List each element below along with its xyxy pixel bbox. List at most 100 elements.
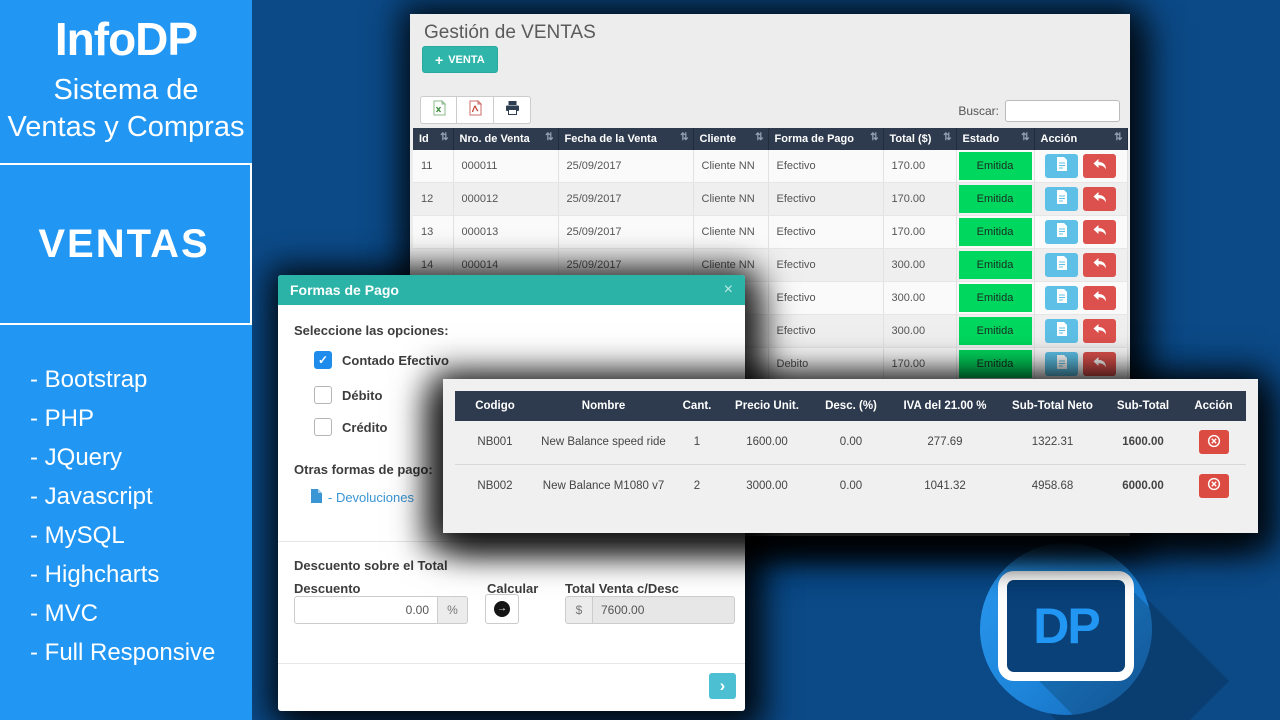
option-contado-efectivo: ✓ Contado Efectivo	[314, 351, 449, 369]
sale-estado-cell: Emitida	[956, 314, 1035, 348]
return-button[interactable]	[1083, 187, 1117, 212]
col-header-forma[interactable]: Forma de Pago ⇅	[768, 128, 884, 150]
col-header-cant: Cant.	[672, 391, 722, 421]
reply-arrow-icon	[1092, 191, 1107, 207]
sale-forma-cell: Efectivo	[768, 248, 884, 282]
page-title: Gestión de VENTAS	[424, 22, 596, 43]
search-input[interactable]	[1005, 100, 1120, 122]
item-subtotal-cell: 6000.00	[1105, 464, 1181, 507]
detail-button[interactable]	[1044, 186, 1078, 211]
item-nombre-cell: New Balance M1080 v7	[535, 464, 672, 507]
item-codigo-cell: NB002	[455, 464, 535, 507]
file-icon	[311, 489, 322, 506]
checkbox-unchecked[interactable]	[314, 418, 332, 436]
sale-nro-cell: 000011	[453, 150, 559, 183]
col-header-subtotal: Sub-Total	[1105, 391, 1181, 421]
export-print-button[interactable]	[494, 96, 531, 124]
sale-estado-cell: Emitida	[956, 150, 1035, 183]
col-header-id[interactable]: Id ⇅	[413, 128, 454, 150]
check-icon: ✓	[317, 353, 329, 367]
export-pdf-button[interactable]	[457, 96, 494, 124]
feature-item: - Full Responsive	[30, 639, 216, 666]
col-header-accion[interactable]: Acción ⇅	[1034, 128, 1128, 150]
sale-estado-cell: Emitida	[956, 248, 1035, 282]
modal-header: Formas de Pago ×	[278, 275, 745, 305]
return-button[interactable]	[1083, 220, 1117, 245]
item-accion-cell	[1181, 464, 1246, 507]
logo-text: DP	[1033, 598, 1100, 654]
col-header-accion: Acción	[1181, 391, 1246, 421]
discount-input[interactable]	[294, 596, 438, 624]
item-iva-cell: 277.69	[890, 421, 1000, 465]
sale-total-cell: 170.00	[883, 347, 957, 381]
sale-estado-cell: Emitida	[956, 347, 1035, 381]
excel-icon	[431, 99, 447, 121]
devoluciones-link[interactable]: - Devoluciones	[311, 489, 414, 506]
return-button[interactable]	[1083, 352, 1117, 377]
total-venta-input	[593, 596, 735, 624]
sale-accion-cell	[1034, 150, 1128, 183]
col-header-cliente[interactable]: Cliente ⇅	[693, 128, 769, 150]
close-icon[interactable]: ×	[723, 281, 733, 298]
status-badge: Emitida	[958, 317, 1032, 345]
sale-total-cell: 170.00	[883, 182, 957, 216]
next-button[interactable]: ›	[709, 673, 736, 699]
item-desc-cell: 0.00	[812, 464, 890, 507]
detail-button[interactable]	[1044, 285, 1078, 310]
sale-cliente-cell: Cliente NN	[693, 150, 769, 183]
search-area: Buscar:	[958, 100, 1120, 122]
sale-accion-cell	[1034, 248, 1128, 282]
checkbox-label: Contado Efectivo	[342, 352, 449, 368]
return-button[interactable]	[1083, 319, 1117, 344]
col-header-fecha[interactable]: Fecha de la Venta ⇅	[558, 128, 694, 150]
item-cant-cell: 2	[672, 464, 722, 507]
items-window: Codigo Nombre Cant. Precio Unit. Desc. (…	[443, 379, 1258, 533]
col-header-nro[interactable]: Nro. de Venta ⇅	[453, 128, 559, 150]
status-badge: Emitida	[958, 251, 1032, 279]
detail-button[interactable]	[1044, 153, 1078, 178]
sort-icon: ⇅	[680, 132, 689, 143]
return-button[interactable]	[1083, 286, 1117, 311]
new-venta-button[interactable]: + VENTA	[422, 46, 498, 73]
status-badge: Emitida	[958, 218, 1032, 246]
reply-arrow-icon	[1092, 158, 1107, 174]
export-excel-button[interactable]	[420, 96, 457, 124]
remove-item-button[interactable]	[1198, 473, 1229, 498]
status-badge: Emitida	[958, 284, 1032, 312]
item-nombre-cell: New Balance speed ride	[535, 421, 672, 465]
sort-icon: ⇅	[755, 132, 764, 143]
remove-item-button[interactable]	[1198, 430, 1229, 455]
detail-button[interactable]	[1044, 252, 1078, 277]
detail-button[interactable]	[1044, 351, 1078, 376]
col-header-nombre: Nombre	[535, 391, 672, 421]
col-header-estado[interactable]: Estado ⇅	[956, 128, 1035, 150]
checkbox-unchecked[interactable]	[314, 386, 332, 404]
sale-fecha-cell: 25/09/2017	[558, 182, 694, 216]
divider	[278, 541, 745, 542]
calculate-button[interactable]: →	[485, 594, 519, 624]
reply-arrow-icon	[1092, 323, 1107, 339]
checkbox-checked[interactable]: ✓	[314, 351, 332, 369]
sort-icon: ⇅	[870, 132, 879, 143]
brand-subtitle: Sistema de Ventas y Compras	[0, 72, 252, 146]
sale-estado-cell: Emitida	[956, 182, 1035, 216]
detail-button[interactable]	[1044, 318, 1078, 343]
feature-item: - Highcharts	[30, 561, 160, 588]
other-payments-label: Otras formas de pago:	[294, 462, 433, 477]
return-button[interactable]	[1083, 154, 1117, 179]
return-button[interactable]	[1083, 253, 1117, 278]
sale-forma-cell: Efectivo	[768, 215, 884, 249]
table-row: 13 000013 25/09/2017 Cliente NN Efectivo…	[413, 215, 1128, 249]
item-precio-cell: 1600.00	[722, 421, 812, 465]
sale-accion-cell	[1034, 347, 1128, 381]
sale-total-cell: 170.00	[883, 150, 957, 183]
dp-logo: DP	[980, 543, 1152, 715]
document-icon	[1055, 157, 1068, 174]
detail-button[interactable]	[1044, 219, 1078, 244]
sale-forma-cell: Efectivo	[768, 314, 884, 348]
module-box: VENTAS	[0, 163, 252, 325]
col-header-total[interactable]: Total ($) ⇅	[883, 128, 957, 150]
sale-forma-cell: Efectivo	[768, 182, 884, 216]
modal-title: Formas de Pago	[290, 282, 399, 298]
calc-label: Calcular	[487, 581, 539, 596]
